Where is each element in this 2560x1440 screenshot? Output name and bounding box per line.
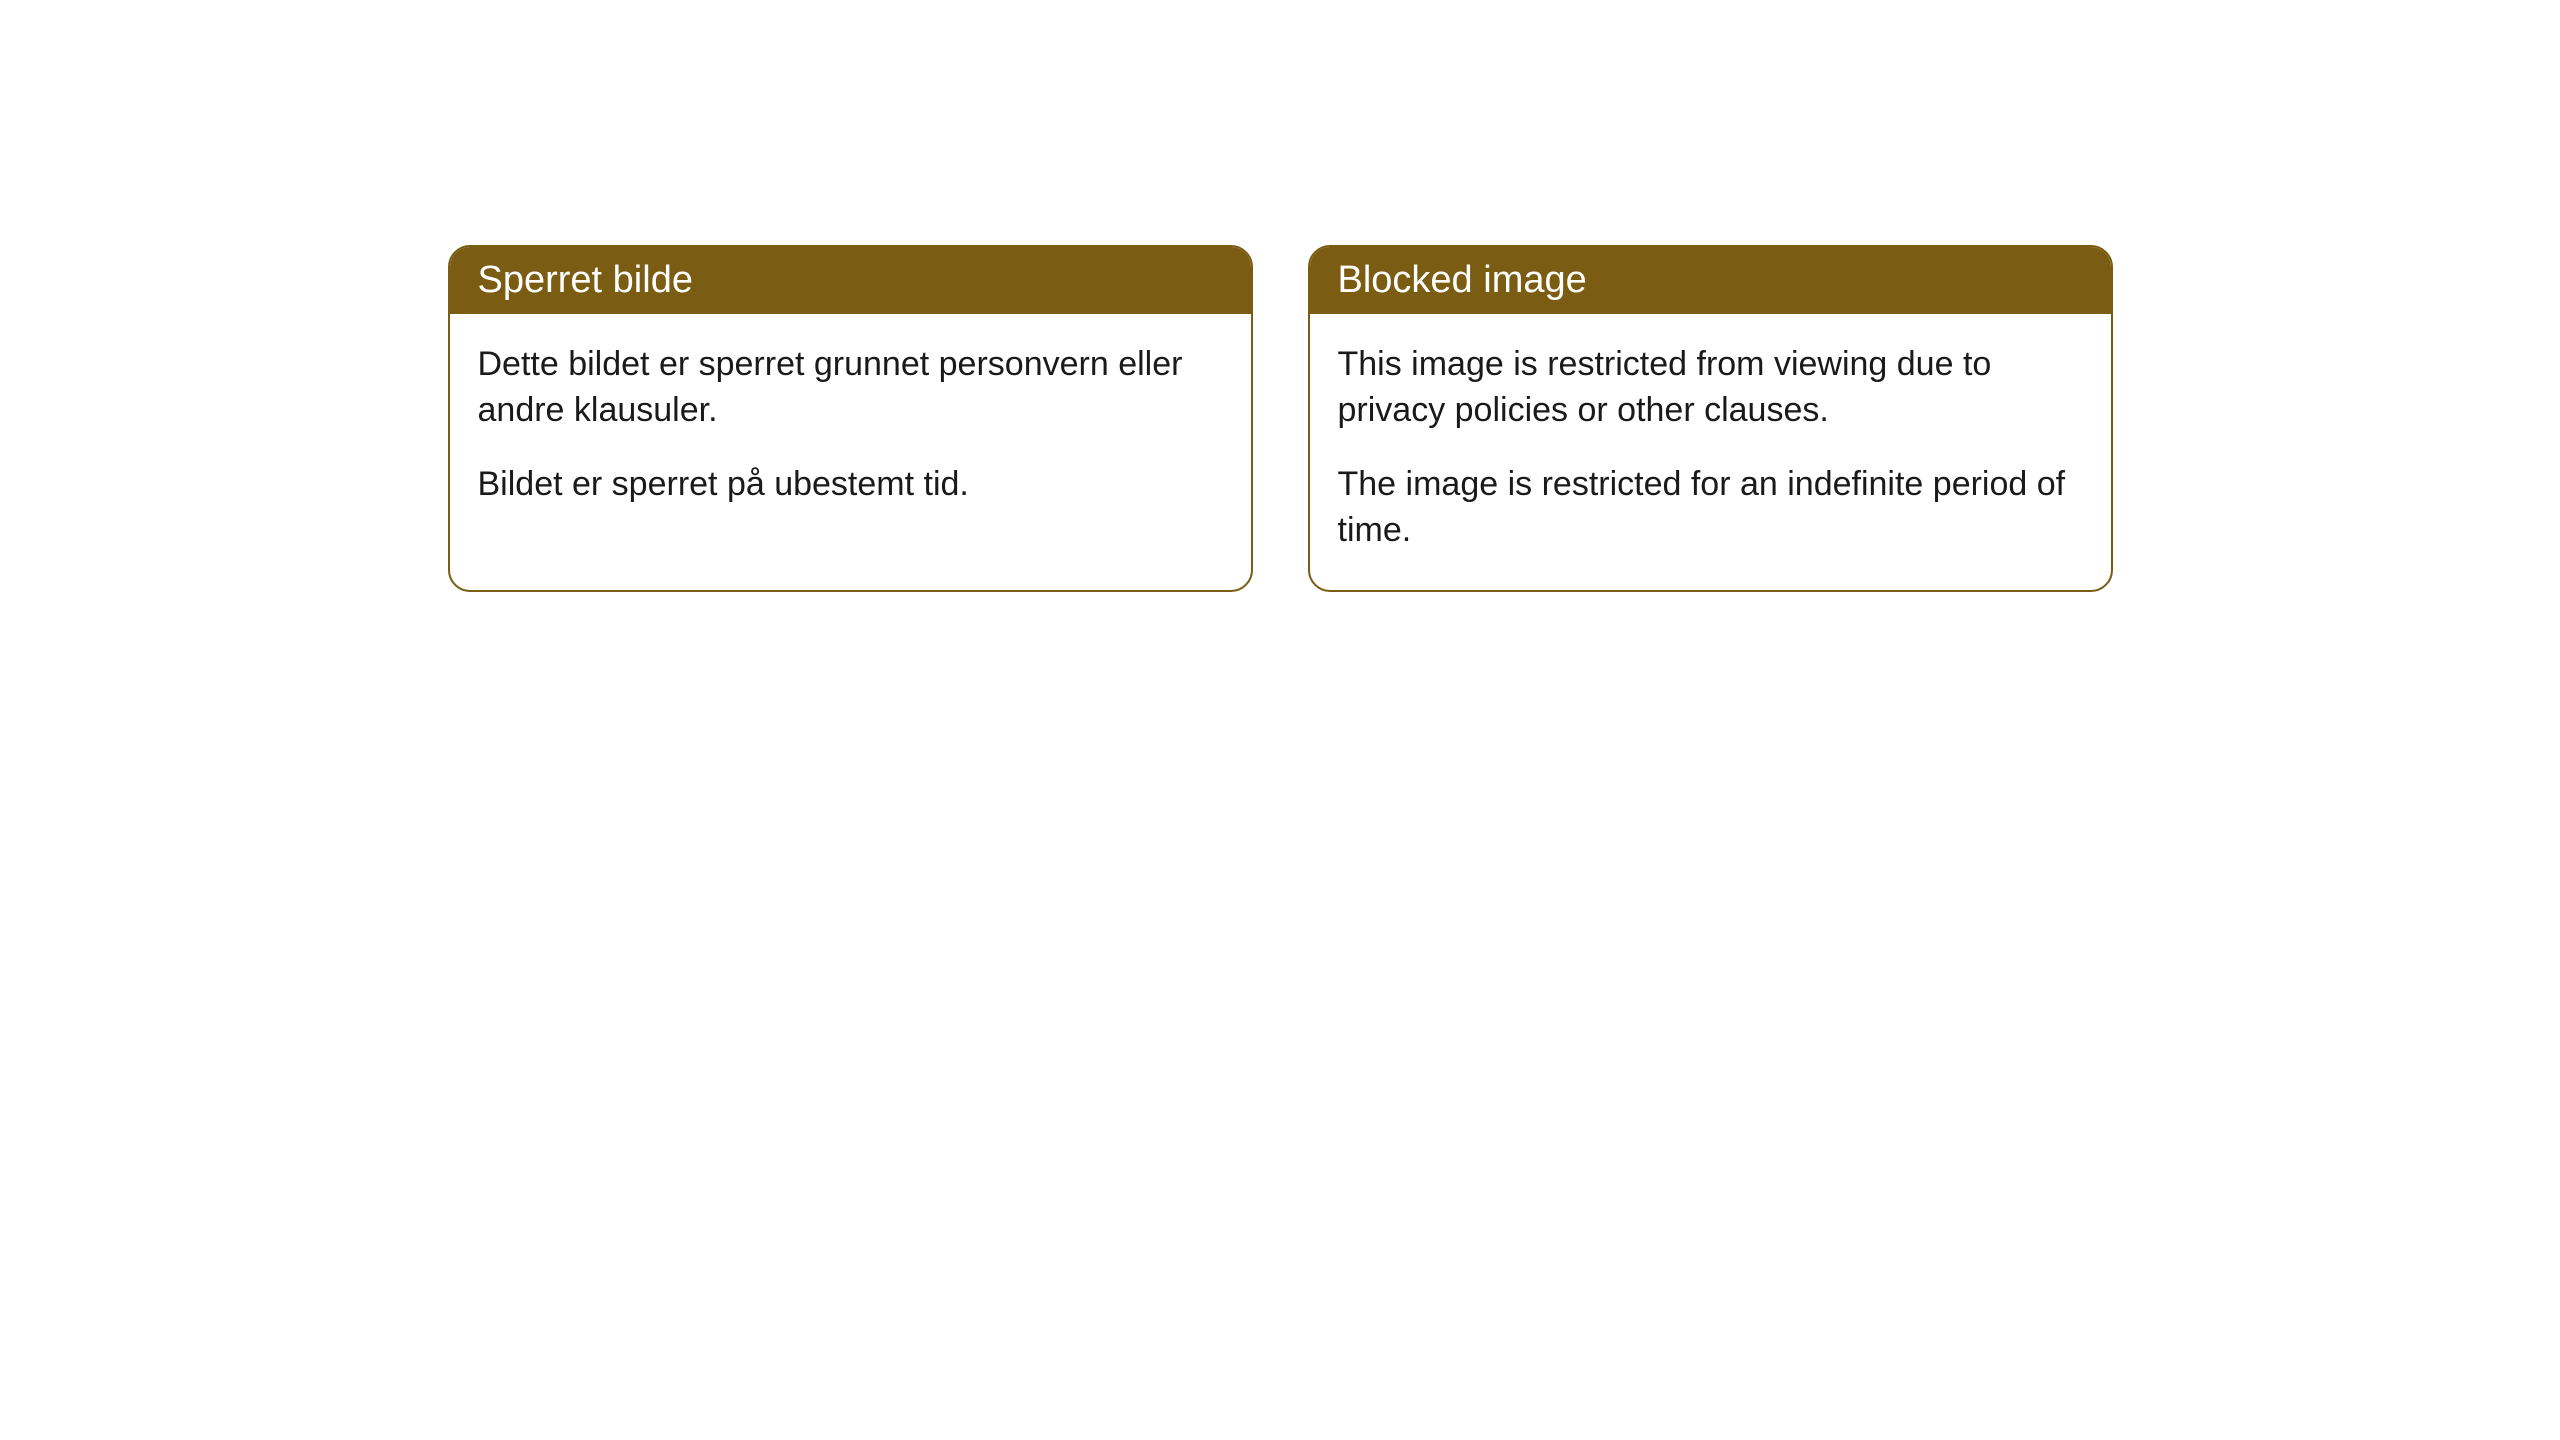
card-title: Sperret bilde [478, 259, 693, 301]
card-paragraph-2: Bildet er sperret på ubestemt tid. [478, 462, 1223, 508]
card-header-english: Blocked image [1310, 247, 2111, 314]
card-paragraph-2: The image is restricted for an indefinit… [1338, 462, 2083, 554]
cards-container: Sperret bilde Dette bildet er sperret gr… [448, 245, 2113, 592]
card-body-english: This image is restricted from viewing du… [1310, 314, 2111, 590]
card-paragraph-1: Dette bildet er sperret grunnet personve… [478, 342, 1223, 434]
card-body-norwegian: Dette bildet er sperret grunnet personve… [450, 314, 1251, 544]
card-title: Blocked image [1338, 259, 1587, 301]
blocked-image-card-norwegian: Sperret bilde Dette bildet er sperret gr… [448, 245, 1253, 592]
blocked-image-card-english: Blocked image This image is restricted f… [1308, 245, 2113, 592]
card-paragraph-1: This image is restricted from viewing du… [1338, 342, 2083, 434]
card-header-norwegian: Sperret bilde [450, 247, 1251, 314]
